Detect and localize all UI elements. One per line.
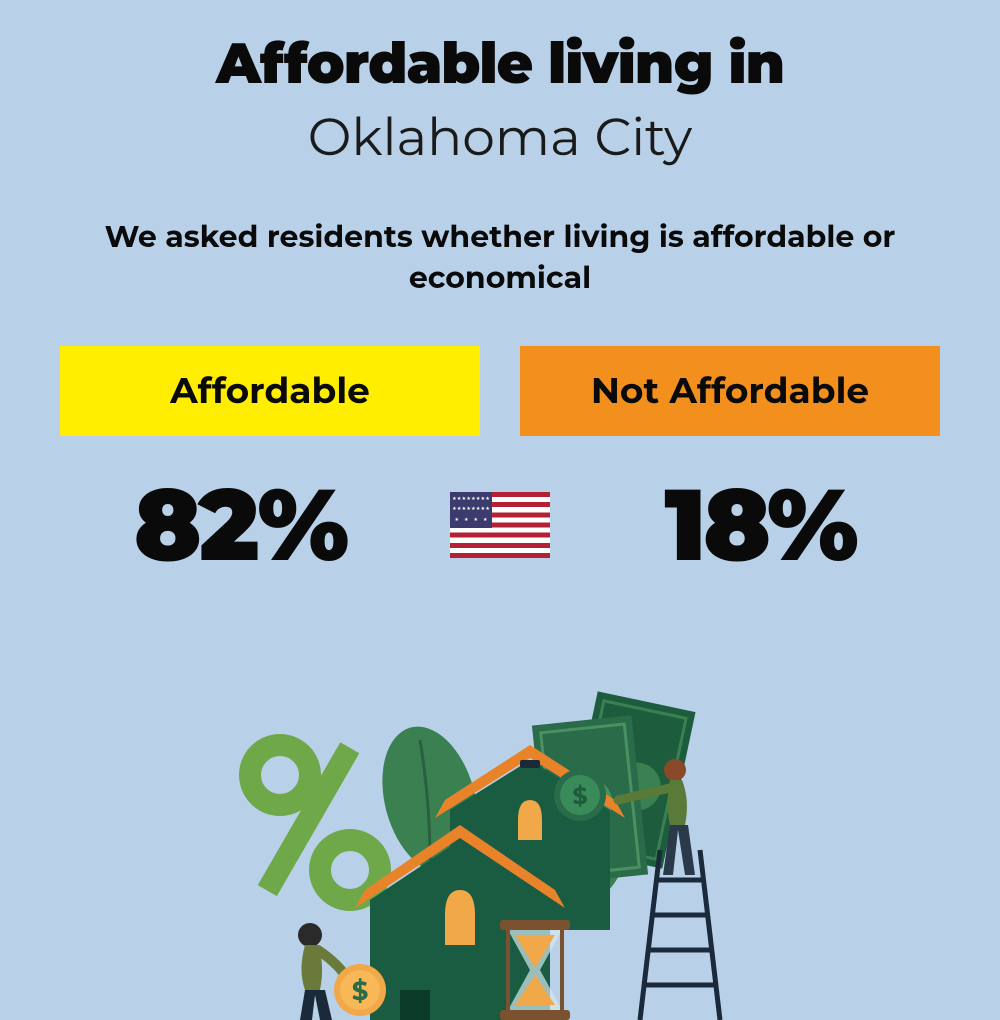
boxes-row: Affordable Not Affordable <box>0 346 1000 436</box>
us-flag-icon: ★★★★★ ★★★★★ ★★★★★ ★★★★★ <box>450 492 550 558</box>
box-not-affordable: Not Affordable <box>520 346 940 436</box>
housing-illustration: $ $ <box>220 680 780 1020</box>
ladder-icon <box>640 850 720 1020</box>
svg-text:$: $ <box>352 975 369 1007</box>
coin-top-icon: $ <box>554 769 606 821</box>
subtitle: We asked residents whether living is aff… <box>0 217 1000 298</box>
flag-canton: ★★★★★ ★★★★★ ★★★★★ ★★★★★ <box>450 492 492 528</box>
box-affordable: Affordable <box>60 346 480 436</box>
percent-sign-icon <box>250 742 380 900</box>
percent-affordable: 82% <box>60 464 420 586</box>
percent-not-affordable: 18% <box>580 464 940 586</box>
title-line1: Affordable living in <box>0 0 1000 98</box>
svg-text:$: $ <box>572 782 587 811</box>
percents-row: 82% ★★★★★ ★★★★★ ★★★★★ ★★★★★ 18% <box>0 464 1000 586</box>
title-line2: Oklahoma City <box>0 106 1000 169</box>
